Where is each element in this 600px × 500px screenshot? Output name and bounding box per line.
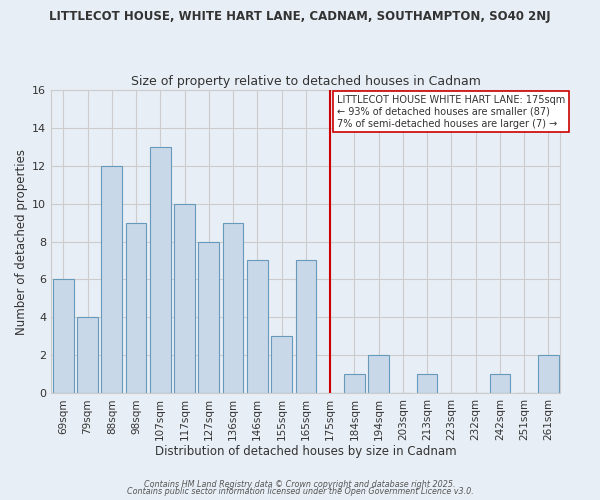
Bar [126,222,146,394]
Y-axis label: Number of detached properties: Number of detached properties [15,148,28,334]
Text: Contains HM Land Registry data © Crown copyright and database right 2025.: Contains HM Land Registry data © Crown c… [144,480,456,489]
Bar [417,374,437,394]
Bar [77,318,98,394]
Bar [101,166,122,394]
Bar [538,356,559,394]
Bar [271,336,292,394]
Bar [296,260,316,394]
Bar [490,374,510,394]
X-axis label: Distribution of detached houses by size in Cadnam: Distribution of detached houses by size … [155,444,457,458]
Bar [368,356,389,394]
Text: Contains public sector information licensed under the Open Government Licence v3: Contains public sector information licen… [127,487,473,496]
Bar [247,260,268,394]
Bar [174,204,195,394]
Bar [150,146,170,394]
Bar [223,222,244,394]
Bar [53,280,74,394]
Title: Size of property relative to detached houses in Cadnam: Size of property relative to detached ho… [131,76,481,88]
Text: LITTLECOT HOUSE, WHITE HART LANE, CADNAM, SOUTHAMPTON, SO40 2NJ: LITTLECOT HOUSE, WHITE HART LANE, CADNAM… [49,10,551,23]
Bar [344,374,365,394]
Bar [199,242,219,394]
Text: LITTLECOT HOUSE WHITE HART LANE: 175sqm
← 93% of detached houses are smaller (87: LITTLECOT HOUSE WHITE HART LANE: 175sqm … [337,96,566,128]
